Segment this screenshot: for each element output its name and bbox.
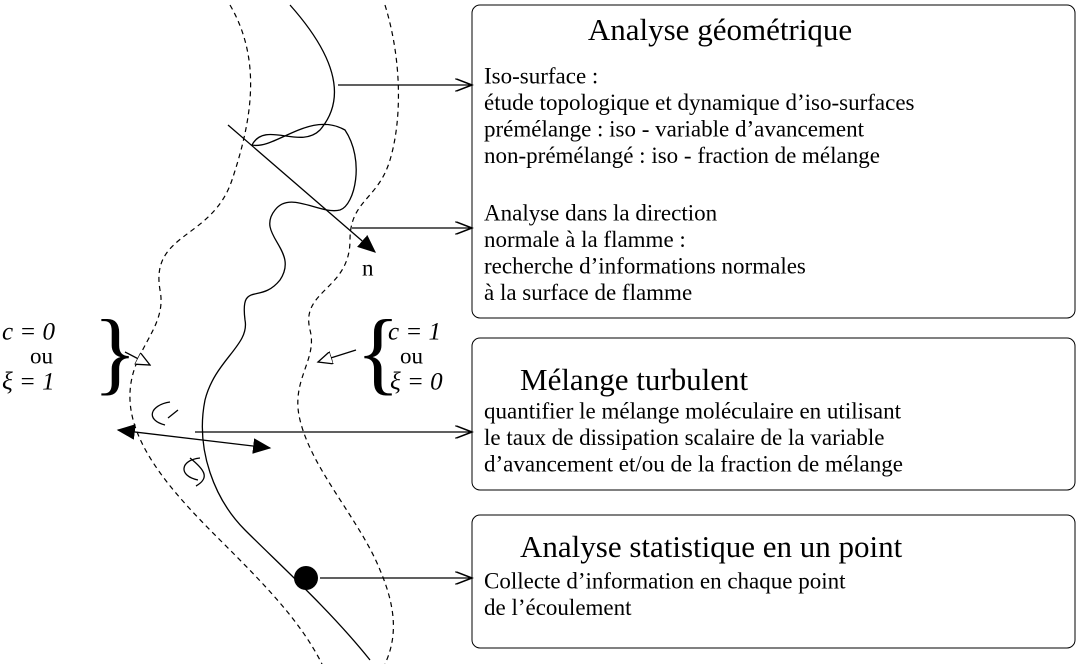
box-title: Analyse statistique en un point [520,529,903,564]
brace: { [356,301,400,403]
arrow [124,351,150,365]
box-line: le taux de dissipation scalaire de la va… [484,425,884,450]
box-line: Iso-surface : [484,63,598,88]
normal-arrow [227,124,376,253]
label: c = 1 [388,319,441,346]
label: ξ = 1 [2,369,55,396]
normal-label: n [362,255,374,280]
box-line: Analyse dans la direction [484,200,718,225]
arrow [318,349,357,362]
box-line: étude topologique et dynamique d’iso-sur… [484,90,915,115]
box [471,4,1076,319]
box-line: de l’écoulement [484,595,632,620]
box [471,337,1076,491]
flame-curves [129,4,400,664]
label: ou [400,343,424,368]
box-line: quantifier le mélange moléculaire en uti… [484,398,902,423]
box-title: Analyse géométrique [588,12,852,47]
box-title: Mélange turbulent [520,362,749,397]
dashed-front-right [297,4,400,664]
eddy [151,401,179,426]
box-line: d’avancement et/ou de la fraction de mél… [484,451,903,476]
box-line: non-prémélangé : iso - fraction de mélan… [484,143,880,168]
brace: } [93,301,137,403]
box-line: recherche d’informations normales [484,253,806,278]
box-line: Collecte d’information en chaque point [484,568,846,593]
arrows [116,85,472,578]
flame-front [201,4,371,661]
thickness-arrow [116,424,272,454]
label: c = 0 [2,319,55,346]
box-line: à la surface de flamme [484,280,692,305]
box-line: prémélange : iso - variable d’avancement [484,116,865,141]
point [294,566,318,590]
label: ou [30,343,54,368]
dashed-front-left [129,4,323,664]
box-line: normale à la flamme : [484,227,686,252]
eddy [183,457,205,487]
box [471,514,1076,649]
label: ξ = 0 [390,369,443,396]
